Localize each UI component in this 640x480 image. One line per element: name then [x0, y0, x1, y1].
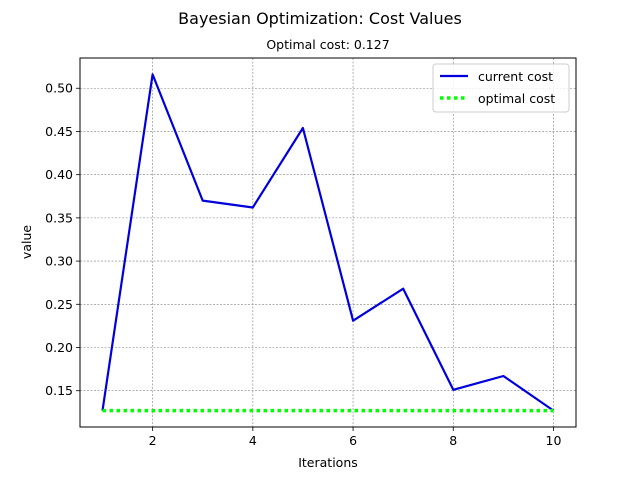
x-tick-label: 8	[449, 433, 457, 448]
legend-label-optimal-cost: optimal cost	[478, 91, 555, 106]
chart-title: Bayesian Optimization: Cost Values	[178, 9, 462, 28]
series-line-current-cost	[101, 73, 555, 412]
x-tick-label: 4	[249, 433, 257, 448]
y-tick-label: 0.45	[45, 124, 73, 139]
x-tick-label: 2	[149, 433, 157, 448]
series-layer	[101, 73, 555, 413]
x-tick-label: 10	[546, 433, 562, 448]
y-tick-label: 0.20	[45, 340, 73, 355]
grid	[80, 58, 576, 427]
y-tick-label: 0.25	[45, 297, 73, 312]
ticks: 2 4 6 8 10 0.15 0.20 0.25 0.30 0.35 0.40 0.45 0.50	[45, 81, 561, 448]
plot-frame	[79, 57, 577, 428]
legend: current cost optimal cost	[432, 63, 570, 113]
y-tick-label: 0.30	[45, 254, 73, 269]
x-tick-label: 6	[349, 433, 357, 448]
y-axis-label: value	[19, 225, 34, 259]
y-tick-label: 0.40	[45, 167, 73, 182]
legend-label-current-cost: current cost	[478, 69, 553, 84]
x-axis-label: Iterations	[298, 455, 358, 470]
y-tick-label: 0.15	[45, 383, 73, 398]
y-tick-label: 0.50	[45, 81, 73, 96]
y-tick-label: 0.35	[45, 210, 73, 225]
chart-subtitle: Optimal cost: 0.127	[266, 37, 389, 52]
